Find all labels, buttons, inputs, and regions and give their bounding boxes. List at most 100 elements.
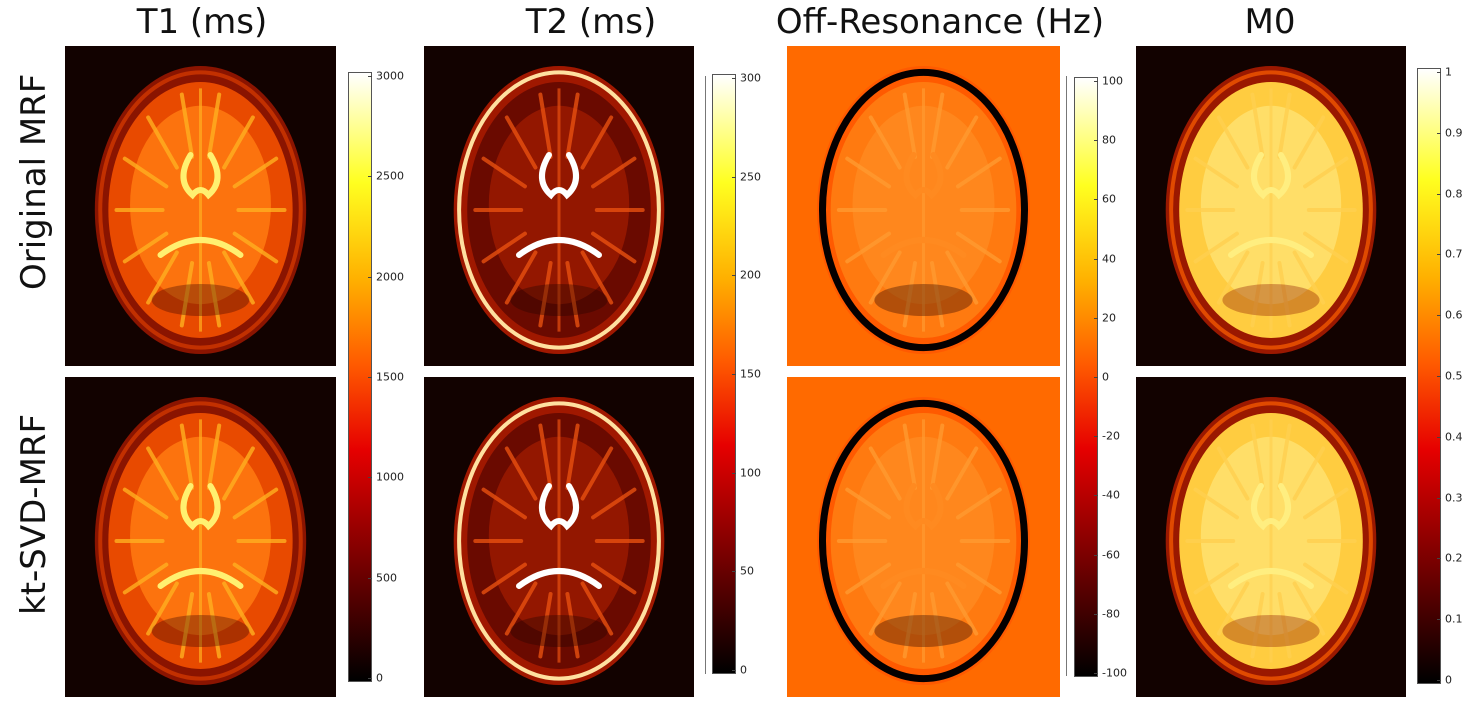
cortical-fold — [538, 423, 553, 490]
colorbar-tick-mark — [1094, 258, 1098, 260]
cortical-fold — [1277, 92, 1292, 159]
colorbar-tick-mark — [732, 275, 736, 277]
colorbar-tick-label: 2500 — [376, 169, 404, 183]
cortical-fold — [538, 92, 553, 159]
cortical-fold — [232, 231, 279, 264]
cortical-fold — [146, 250, 179, 305]
ventricles — [180, 483, 221, 531]
divider-line — [705, 76, 706, 674]
colorbar-tick-label: 0 — [740, 663, 747, 677]
colorbar-tick-label: 0.6 — [1445, 308, 1463, 322]
cortical-fold — [1216, 250, 1250, 305]
cortical-fold — [1292, 581, 1326, 636]
cortical-fold — [206, 592, 222, 659]
colorbar-tick-mark — [732, 374, 736, 375]
skull-ring — [98, 401, 303, 681]
cortical-fold — [146, 446, 179, 501]
cortical-fold — [955, 231, 1002, 264]
cortical-fold — [538, 261, 553, 328]
cortical-fold — [565, 423, 580, 490]
colorbar-tick-label: -80 — [1102, 607, 1120, 621]
cortical-fold — [868, 250, 902, 305]
cortical-fold — [481, 156, 527, 189]
colorbar-tick-mark — [368, 276, 372, 278]
cortical-fold — [930, 261, 945, 328]
colorbar-tick-mark — [368, 577, 372, 579]
colorbar-tick-label: -100 — [1102, 666, 1127, 680]
cortical-fold — [845, 231, 892, 264]
cortical-fold — [179, 592, 195, 659]
colorbar-tick-mark — [1094, 673, 1098, 674]
ventricles — [539, 152, 579, 200]
colorbar-tick-mark — [1437, 436, 1441, 438]
cortical-fold — [868, 115, 902, 170]
cortical-fold — [1250, 92, 1265, 159]
cortical-fold — [1303, 231, 1349, 264]
cortical-fold — [580, 581, 614, 636]
colorbar-tick-mark — [1094, 81, 1098, 82]
skull-ring — [1169, 70, 1373, 350]
posterior-region — [874, 615, 973, 647]
colorbar-tick-mark — [1437, 254, 1441, 256]
cortical-fold — [146, 115, 179, 170]
cortical-fold — [902, 423, 917, 490]
cortical-fold — [179, 92, 195, 159]
column-title-t2: T2 (ms) — [525, 2, 657, 42]
posterior-ventricles — [1228, 237, 1314, 258]
ventricles — [1251, 152, 1291, 200]
cortical-fold — [206, 423, 222, 490]
colorbar-tick-label: 1000 — [376, 470, 404, 484]
colorbar-tick-mark — [732, 78, 736, 79]
skull-ring — [457, 70, 661, 350]
colorbar-tick-label: 0.3 — [1445, 491, 1463, 505]
cortical-fold — [1277, 261, 1292, 328]
t2-ktsvd-map — [424, 377, 694, 697]
skull-ring — [1169, 401, 1373, 681]
cortical-fold — [591, 562, 637, 595]
colorbar-tick-label: 0 — [1445, 673, 1452, 687]
cortical-fold — [565, 92, 580, 159]
colorbar-tick-label: 20 — [1102, 311, 1116, 325]
cortical-fold — [955, 487, 1002, 520]
cortical-fold — [179, 261, 195, 328]
colorbar-tick-label: 40 — [1102, 252, 1116, 266]
cortical-fold — [1303, 487, 1349, 520]
cortical-fold — [580, 250, 614, 305]
colorbar-tick-mark — [1437, 619, 1441, 621]
colorbar-tick-label: 50 — [740, 564, 754, 578]
posterior-ventricles — [1228, 568, 1314, 589]
cortical-fold — [504, 581, 538, 636]
colorbar-tick-mark — [732, 571, 736, 573]
colorbar-tick-label: 0.1 — [1445, 612, 1463, 626]
colorbar-tick-mark — [1094, 317, 1098, 319]
colorbar-tick-mark — [1437, 132, 1441, 134]
cortical-fold — [206, 92, 222, 159]
cortical-fold — [146, 581, 179, 636]
colorbar-tick-label: 100 — [1102, 74, 1123, 88]
colorbar-tick-label: 0 — [1102, 370, 1109, 384]
colorbar-tick-mark — [732, 472, 736, 474]
colorbar-tick-mark — [732, 176, 736, 178]
m0-ktsvd-map — [1136, 377, 1406, 697]
cortical-fold — [1277, 592, 1292, 659]
cortical-fold — [1216, 581, 1250, 636]
cortical-fold — [232, 562, 279, 595]
colorbar-tick-label: 3000 — [376, 69, 404, 83]
cortical-fold — [955, 156, 1002, 189]
m0-original-map — [1136, 46, 1406, 366]
posterior-ventricles — [516, 568, 602, 589]
ventricles — [180, 152, 221, 200]
posterior-ventricles — [880, 568, 967, 589]
cortical-fold — [955, 562, 1002, 595]
colorbar-tick-label: 0.2 — [1445, 551, 1463, 565]
cortical-fold — [902, 592, 917, 659]
posterior-region — [510, 615, 608, 647]
cortical-fold — [868, 581, 902, 636]
cortical-fold — [1292, 115, 1326, 170]
cortical-fold — [845, 562, 892, 595]
posterior-ventricles — [516, 237, 602, 258]
column-title-m0: M0 — [1244, 2, 1296, 42]
ventricles — [903, 152, 944, 200]
skull-ring — [98, 70, 303, 350]
column-title-t1: T1 (ms) — [136, 2, 268, 42]
